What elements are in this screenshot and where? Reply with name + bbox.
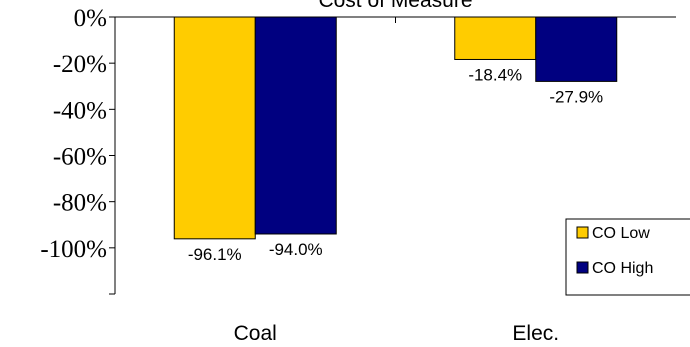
y-tick-label: -80% — [53, 190, 107, 217]
data-labels: -96.1% -94.0% -18.4% -27.9% — [188, 65, 603, 263]
x-category-label: Coal — [234, 322, 277, 345]
y-tick-label: -60% — [53, 144, 107, 171]
legend-swatch — [576, 261, 589, 274]
y-tick-label: -20% — [53, 51, 107, 78]
chart-title: Cost of Measure — [318, 0, 472, 12]
bar-co-low-elec — [454, 16, 537, 60]
chart-title-layer: Cost of Measure — [318, 0, 472, 12]
y-tick-label: -100% — [40, 236, 107, 263]
y-tick-label: -40% — [53, 97, 107, 124]
bar-co-high-elec — [535, 16, 618, 82]
data-label: -96.1% — [188, 245, 242, 264]
bar-co-high-coal — [254, 16, 337, 235]
data-label: -18.4% — [468, 65, 522, 84]
legend-swatch — [576, 226, 589, 239]
bars — [173, 16, 618, 240]
axes: 0% -20% -40% -60% -80% -100% Coal Elec. — [40, 5, 676, 345]
bar-co-low-coal — [173, 16, 256, 240]
legend-label: CO Low — [592, 225, 650, 242]
data-label: -94.0% — [269, 240, 323, 259]
legend: CO Low CO High — [565, 218, 690, 296]
legend-label: CO High — [592, 260, 653, 277]
y-tick-label: 0% — [74, 5, 107, 32]
data-label: -27.9% — [549, 87, 603, 106]
x-category-label: Elec. — [512, 322, 559, 345]
